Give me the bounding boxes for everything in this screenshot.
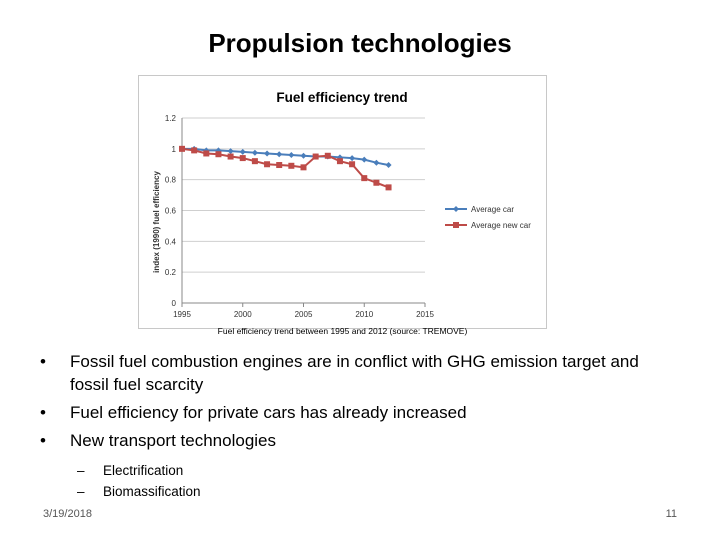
- y-tick-label: 0.6: [165, 207, 177, 216]
- sub-bullet-dash: –: [77, 484, 85, 499]
- figure-caption: Fuel efficiency trend between 1995 and 2…: [217, 326, 468, 336]
- data-point: [227, 148, 234, 155]
- sub-bullet-text: Biomassification: [103, 484, 201, 499]
- data-point: [191, 147, 198, 154]
- data-point: [264, 161, 271, 168]
- data-point: [251, 158, 258, 165]
- slide-title: Propulsion technologies: [208, 28, 512, 58]
- y-tick-label: 0: [172, 299, 177, 308]
- bullet-text: New transport technologies: [70, 431, 277, 450]
- data-point: [349, 161, 356, 168]
- bullet-item: • Fuel efficiency for private cars has a…: [36, 401, 676, 424]
- data-point: [239, 155, 246, 162]
- y-tick-label: 0.2: [165, 268, 177, 277]
- chart-figure: Fuel efficiency trend index (1990) fuel …: [138, 75, 547, 329]
- legend-marker: [453, 222, 459, 228]
- data-point: [251, 149, 258, 156]
- data-point: [324, 152, 331, 159]
- legend-label: Average new car: [471, 221, 531, 230]
- bullet-dot: •: [40, 403, 46, 422]
- footer-date: 3/19/2018: [43, 508, 92, 520]
- y-tick-label: 1: [172, 145, 177, 154]
- bullet-list: • Fossil fuel combustion engines are in …: [36, 350, 676, 502]
- data-point: [276, 151, 283, 158]
- data-point: [264, 150, 271, 157]
- legend-label: Average car: [471, 205, 514, 214]
- y-tick-label: 0.8: [165, 176, 177, 185]
- sub-bullet-item: – Biomassification: [36, 481, 676, 502]
- sub-bullet-list: – Electrification – Biomassification: [36, 460, 676, 502]
- bullet-dot: •: [40, 352, 46, 371]
- x-tick-label: 2015: [416, 310, 434, 319]
- bullet-item: • New transport technologies: [36, 429, 676, 452]
- x-tick-label: 1995: [173, 310, 191, 319]
- data-point: [288, 152, 295, 158]
- bullet-dot: •: [40, 431, 46, 450]
- data-point: [288, 162, 295, 169]
- data-point: [373, 159, 380, 166]
- data-point: [361, 156, 368, 163]
- data-point: [361, 175, 368, 182]
- fuel-efficiency-chart: Fuel efficiency trend index (1990) fuel …: [152, 90, 531, 319]
- y-tick-label: 1.2: [165, 114, 177, 123]
- data-point: [300, 152, 307, 159]
- data-point: [373, 179, 380, 186]
- data-point: [385, 162, 392, 169]
- data-point: [203, 150, 210, 157]
- bullet-text: Fossil fuel combustion engines are in co…: [70, 352, 639, 394]
- data-point: [336, 158, 343, 165]
- x-tick-label: 2005: [295, 310, 313, 319]
- data-point: [349, 155, 356, 162]
- data-point: [215, 151, 222, 158]
- x-tick-label: 2010: [355, 310, 373, 319]
- sub-bullet-text: Electrification: [103, 463, 184, 478]
- sub-bullet-dash: –: [77, 463, 85, 478]
- data-point: [312, 153, 319, 160]
- series-line-average-car: [182, 147, 389, 167]
- footer-page-number: 11: [665, 508, 677, 520]
- data-point: [300, 164, 307, 171]
- data-point: [179, 145, 185, 152]
- chart-title: Fuel efficiency trend: [276, 90, 407, 105]
- bullet-item: • Fossil fuel combustion engines are in …: [36, 350, 676, 396]
- bullet-text: Fuel efficiency for private cars has alr…: [70, 403, 467, 422]
- x-tick-label: 2000: [234, 310, 252, 319]
- y-tick-label: 0.4: [165, 237, 177, 246]
- data-point: [227, 153, 234, 160]
- data-point: [385, 184, 392, 191]
- sub-bullet-item: – Electrification: [36, 460, 676, 481]
- y-axis-label: index (1990) fuel efficiency: [152, 171, 161, 273]
- data-point: [239, 148, 246, 155]
- legend-marker: [453, 206, 459, 212]
- data-point: [276, 162, 283, 169]
